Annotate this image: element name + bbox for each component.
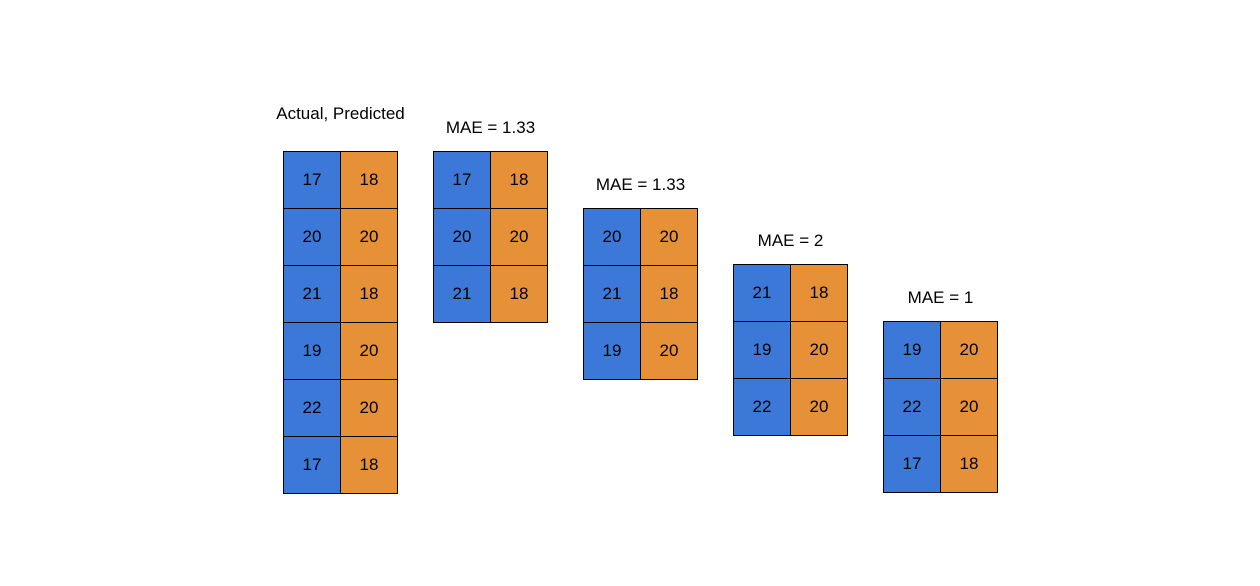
predicted-cell: 20: [791, 379, 848, 436]
window-block-4: MAE = 1 19 20 22 20 17 18: [883, 288, 998, 493]
value-grid: 17 18 20 20 21 18 19 20 22 20 17 18: [283, 151, 398, 494]
predicted-cell: 20: [941, 322, 998, 379]
mae-label: MAE = 1.33: [445, 118, 536, 137]
predicted-cell: 20: [641, 209, 698, 266]
predicted-cell: 18: [491, 266, 548, 323]
value-grid: 17 18 20 20 21 18: [433, 151, 548, 323]
mae-label: MAE = 1.33: [595, 175, 686, 194]
value-grid: 21 18 19 20 22 20: [733, 264, 848, 436]
window-block-3: MAE = 2 21 18 19 20 22 20: [733, 231, 848, 436]
predicted-cell: 20: [791, 322, 848, 379]
predicted-cell: 20: [491, 209, 548, 266]
value-grid: 19 20 22 20 17 18: [883, 321, 998, 493]
actual-cell: 21: [584, 266, 641, 323]
block-title: Actual, Predicted: [276, 104, 405, 123]
actual-cell: 17: [284, 437, 341, 494]
predicted-cell: 20: [941, 379, 998, 436]
predicted-cell: 18: [641, 266, 698, 323]
predicted-cell: 18: [941, 436, 998, 493]
predicted-cell: 18: [341, 152, 398, 209]
predicted-cell: 18: [791, 265, 848, 322]
actual-cell: 19: [284, 323, 341, 380]
actual-cell: 22: [734, 379, 791, 436]
value-grid: 20 20 21 18 19 20: [583, 208, 698, 380]
window-block-2: MAE = 1.33 20 20 21 18 19 20: [583, 175, 698, 380]
actual-cell: 21: [434, 266, 491, 323]
actual-cell: 20: [284, 209, 341, 266]
actual-cell: 20: [434, 209, 491, 266]
predicted-cell: 20: [641, 323, 698, 380]
actual-cell: 19: [884, 322, 941, 379]
actual-cell: 22: [884, 379, 941, 436]
predicted-cell: 18: [341, 266, 398, 323]
actual-cell: 17: [884, 436, 941, 493]
actual-cell: 17: [434, 152, 491, 209]
actual-cell: 19: [584, 323, 641, 380]
predicted-cell: 20: [341, 323, 398, 380]
full-series-block: Actual, Predicted 17 18 20 20 21 18 19 2…: [276, 104, 405, 494]
predicted-cell: 20: [341, 209, 398, 266]
actual-cell: 22: [284, 380, 341, 437]
window-block-1: MAE = 1.33 17 18 20 20 21 18: [433, 118, 548, 323]
actual-cell: 19: [734, 322, 791, 379]
predicted-cell: 18: [341, 437, 398, 494]
mae-label: MAE = 1: [907, 288, 974, 307]
actual-cell: 21: [284, 266, 341, 323]
actual-cell: 17: [284, 152, 341, 209]
actual-cell: 20: [584, 209, 641, 266]
actual-cell: 21: [734, 265, 791, 322]
mae-label: MAE = 2: [757, 231, 824, 250]
predicted-cell: 18: [491, 152, 548, 209]
predicted-cell: 20: [341, 380, 398, 437]
